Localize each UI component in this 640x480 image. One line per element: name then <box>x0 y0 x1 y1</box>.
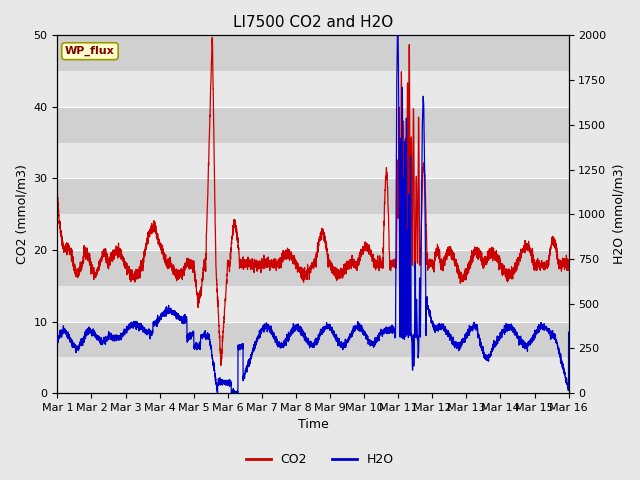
Bar <box>58 71 568 107</box>
Bar <box>58 214 568 250</box>
Bar <box>58 322 568 357</box>
Bar <box>58 250 568 286</box>
Y-axis label: H2O (mmol/m3): H2O (mmol/m3) <box>612 164 625 264</box>
Legend: CO2, H2O: CO2, H2O <box>241 448 399 471</box>
Bar <box>58 357 568 393</box>
Bar <box>58 286 568 322</box>
Title: LI7500 CO2 and H2O: LI7500 CO2 and H2O <box>233 15 393 30</box>
Y-axis label: CO2 (mmol/m3): CO2 (mmol/m3) <box>15 164 28 264</box>
Text: WP_flux: WP_flux <box>65 46 115 56</box>
X-axis label: Time: Time <box>298 419 328 432</box>
Bar <box>58 179 568 214</box>
Bar <box>58 36 568 71</box>
Bar <box>58 107 568 143</box>
Bar <box>58 143 568 179</box>
